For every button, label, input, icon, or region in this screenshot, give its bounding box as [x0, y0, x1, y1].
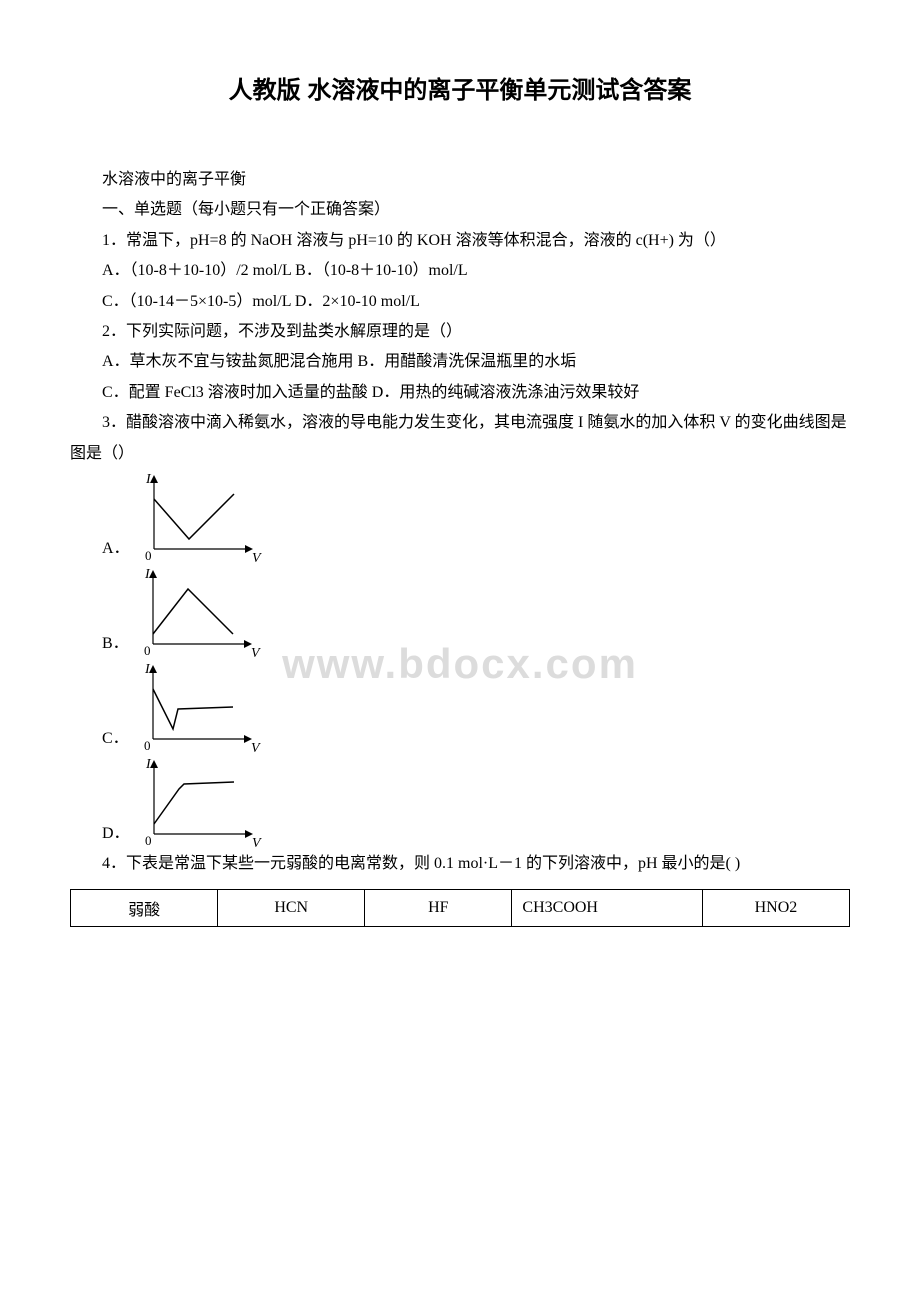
table-cell: CH3COOH	[512, 890, 702, 927]
q3-option-c: C． I 0 V	[70, 659, 850, 754]
origin-label: 0	[145, 833, 152, 848]
axis-y-label: I	[145, 472, 152, 487]
q3-graph-d: I 0 V	[134, 754, 264, 849]
section-heading: 一、单选题（每小题只有一个正确答案）	[70, 195, 850, 225]
origin-label: 0	[144, 643, 151, 658]
axis-x-label: V	[251, 741, 261, 754]
q3-option-a: A． I 0 V	[70, 469, 850, 564]
q3-graph-b: I 0 V	[133, 564, 263, 659]
q1-stem: 1．常温下，pH=8 的 NaOH 溶液与 pH=10 的 KOH 溶液等体积混…	[70, 226, 850, 256]
origin-label: 0	[144, 738, 151, 753]
q2-options-cd: C．配置 FeCl3 溶液时加入适量的盐酸 D．用热的纯碱溶液洗涤油污效果较好	[70, 378, 850, 408]
page-title: 人教版 水溶液中的离子平衡单元测试含答案	[70, 70, 850, 105]
q3-label-c: C．	[70, 724, 129, 754]
q1-options-cd: C．（10-14－5×10-5）mol/L D．2×10-10 mol/L	[70, 287, 850, 317]
q3-stem: 3．醋酸溶液中滴入稀氨水，溶液的导电能力发生变化，其电流强度 I 随氨水的加入体…	[70, 408, 850, 469]
q2-options-ab: A．草木灰不宜与铵盐氮肥混合施用 B．用醋酸清洗保温瓶里的水垢	[70, 347, 850, 377]
axis-y-label: I	[144, 567, 151, 582]
axis-y-label: I	[144, 662, 151, 677]
table-cell: HF	[365, 890, 512, 927]
table-row: 弱酸 HCN HF CH3COOH HNO2	[71, 890, 850, 927]
q3-label-d: D．	[70, 819, 130, 849]
q4-stem: 4．下表是常温下某些一元弱酸的电离常数，则 0.1 mol·L－1 的下列溶液中…	[70, 849, 850, 879]
q1-options-ab: A．（10-8＋10-10）/2 mol/L B．（10-8＋10-10）mol…	[70, 256, 850, 286]
origin-label: 0	[145, 548, 152, 563]
table-header-cell: 弱酸	[71, 890, 218, 927]
q3-label-a: A．	[70, 534, 130, 564]
q3-option-b: B． I 0 V	[70, 564, 850, 659]
table-cell: HCN	[218, 890, 365, 927]
q3-label-b: B．	[70, 629, 129, 659]
q3-graph-a: I 0 V	[134, 469, 264, 564]
q2-stem: 2．下列实际问题，不涉及到盐类水解原理的是（）	[70, 317, 850, 347]
table-cell: HNO2	[702, 890, 849, 927]
axis-x-label: V	[251, 646, 261, 659]
axis-y-label: I	[145, 757, 152, 772]
intro-text: 水溶液中的离子平衡	[70, 165, 850, 195]
q3-option-d: D． I 0 V	[70, 754, 850, 849]
axis-x-label: V	[252, 836, 262, 849]
axis-x-label: V	[252, 551, 262, 564]
q3-graph-c: I 0 V	[133, 659, 263, 754]
q4-table: 弱酸 HCN HF CH3COOH HNO2	[70, 889, 850, 927]
